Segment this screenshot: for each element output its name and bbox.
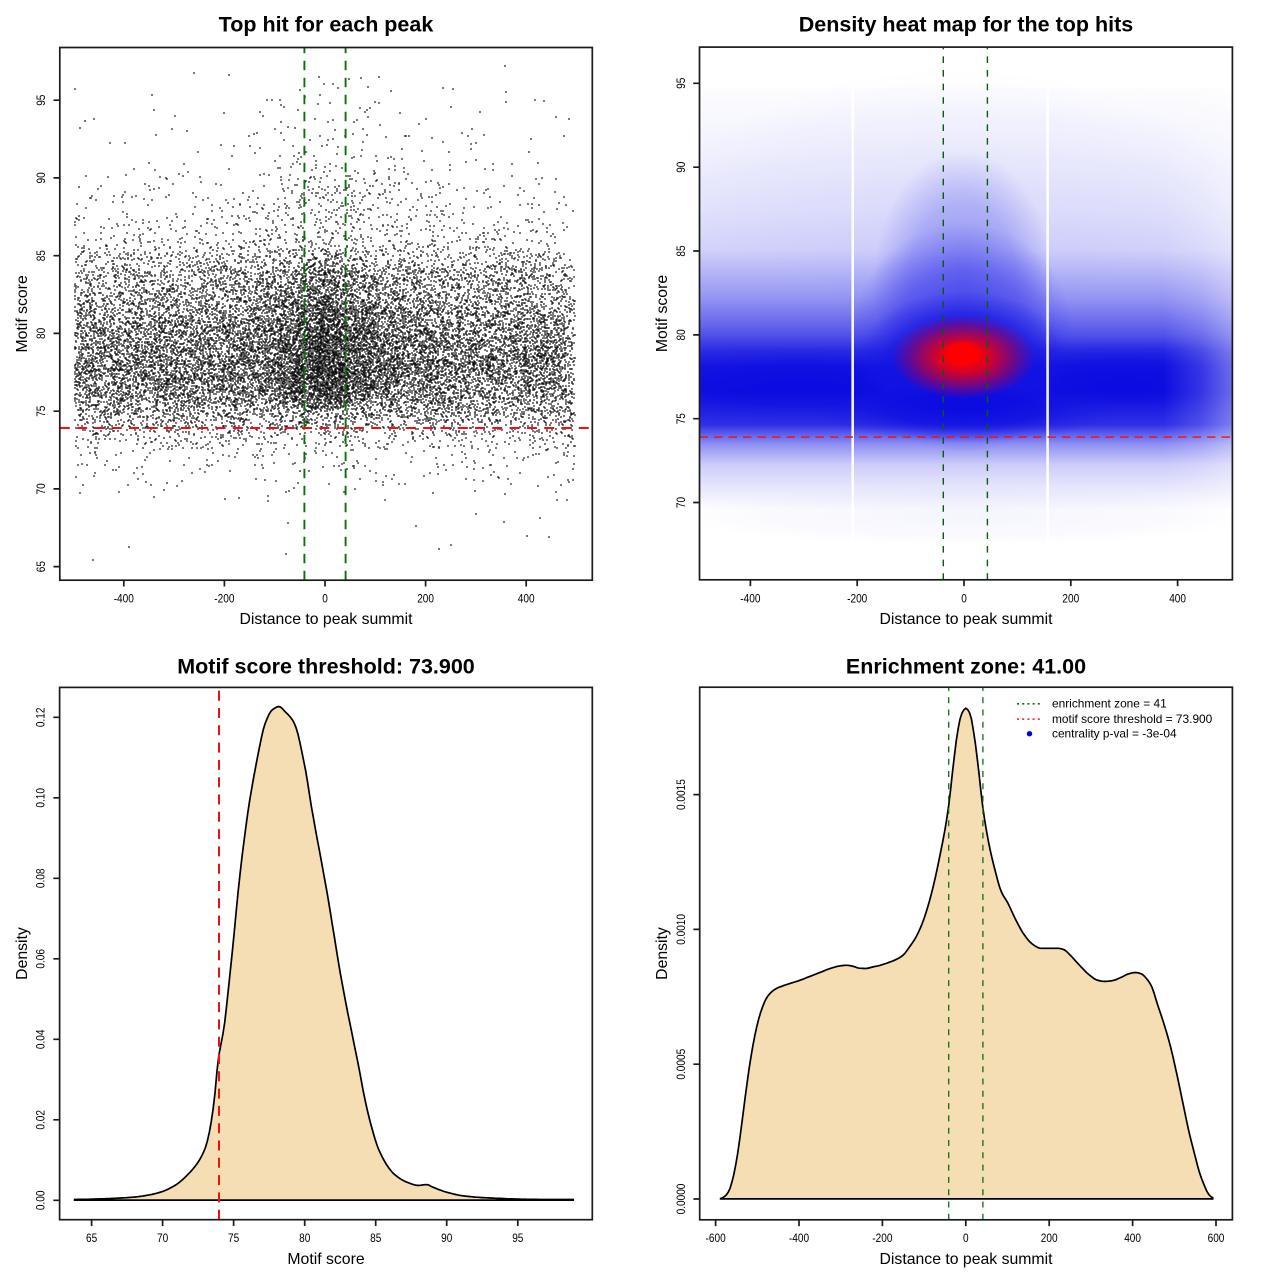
- svg-text:75: 75: [34, 405, 48, 416]
- svg-text:95: 95: [674, 77, 688, 88]
- svg-text:-200: -200: [214, 591, 234, 605]
- svg-text:90: 90: [441, 1231, 452, 1245]
- svg-text:-400: -400: [740, 591, 760, 605]
- svg-text:Density heat map for the top h: Density heat map for the top hits: [799, 13, 1134, 37]
- svg-text:200: 200: [1041, 1231, 1058, 1245]
- svg-text:Motif score: Motif score: [654, 275, 671, 352]
- svg-text:Motif score: Motif score: [287, 1251, 364, 1268]
- svg-text:-400: -400: [789, 1231, 809, 1245]
- svg-text:70: 70: [674, 497, 688, 508]
- svg-text:Distance to peak summit: Distance to peak summit: [880, 611, 1054, 628]
- svg-text:-600: -600: [706, 1231, 726, 1245]
- svg-text:200: 200: [417, 591, 434, 605]
- svg-text:enrichment zone = 41: enrichment zone = 41: [1052, 697, 1167, 711]
- svg-text:90: 90: [674, 161, 688, 172]
- svg-text:0.04: 0.04: [34, 1029, 48, 1049]
- svg-text:-200: -200: [847, 591, 867, 605]
- svg-text:0.0005: 0.0005: [674, 1049, 688, 1080]
- svg-text:65: 65: [86, 1231, 97, 1245]
- svg-text:85: 85: [674, 245, 688, 256]
- svg-text:Density: Density: [14, 927, 31, 980]
- svg-text:0.00: 0.00: [34, 1190, 48, 1210]
- svg-text:75: 75: [228, 1231, 239, 1245]
- svg-text:80: 80: [299, 1231, 310, 1245]
- svg-text:80: 80: [674, 329, 688, 340]
- svg-text:Motif score: Motif score: [14, 275, 31, 352]
- svg-text:0.0000: 0.0000: [674, 1183, 688, 1214]
- svg-text:Density: Density: [654, 927, 671, 980]
- svg-text:85: 85: [370, 1231, 381, 1245]
- svg-text:85: 85: [34, 250, 48, 261]
- svg-text:0: 0: [963, 1231, 969, 1245]
- svg-text:0.02: 0.02: [34, 1110, 48, 1130]
- svg-text:200: 200: [1062, 591, 1079, 605]
- svg-text:0.12: 0.12: [34, 707, 48, 727]
- svg-text:0.10: 0.10: [34, 788, 48, 808]
- svg-text:400: 400: [518, 591, 535, 605]
- svg-text:95: 95: [512, 1231, 523, 1245]
- svg-text:centrality p-val = -3e-04: centrality p-val = -3e-04: [1052, 727, 1177, 741]
- svg-text:65: 65: [34, 561, 48, 572]
- svg-text:0: 0: [961, 591, 967, 605]
- svg-text:0.0010: 0.0010: [674, 914, 688, 945]
- svg-text:Distance to peak summit: Distance to peak summit: [240, 611, 414, 628]
- svg-text:0: 0: [322, 591, 328, 605]
- svg-text:70: 70: [34, 483, 48, 494]
- svg-text:0.06: 0.06: [34, 949, 48, 969]
- svg-text:80: 80: [34, 328, 48, 339]
- svg-text:-400: -400: [114, 591, 134, 605]
- svg-text:600: 600: [1208, 1231, 1225, 1245]
- svg-text:Distance to peak summit: Distance to peak summit: [880, 1251, 1054, 1268]
- svg-text:0.0015: 0.0015: [674, 779, 688, 810]
- svg-text:motif score threshold = 73.900: motif score threshold = 73.900: [1052, 712, 1213, 726]
- svg-text:400: 400: [1169, 591, 1186, 605]
- svg-text:90: 90: [34, 172, 48, 183]
- svg-text:-200: -200: [872, 1231, 892, 1245]
- svg-text:75: 75: [674, 413, 688, 424]
- svg-text:Motif score threshold: 73.900: Motif score threshold: 73.900: [177, 655, 475, 679]
- svg-text:400: 400: [1124, 1231, 1141, 1245]
- svg-text:Top hit for each peak: Top hit for each peak: [219, 13, 434, 37]
- svg-text:70: 70: [157, 1231, 168, 1245]
- svg-text:0.08: 0.08: [34, 868, 48, 888]
- svg-text:95: 95: [34, 94, 48, 105]
- svg-text:Enrichment zone: 41.00: Enrichment zone: 41.00: [846, 655, 1086, 679]
